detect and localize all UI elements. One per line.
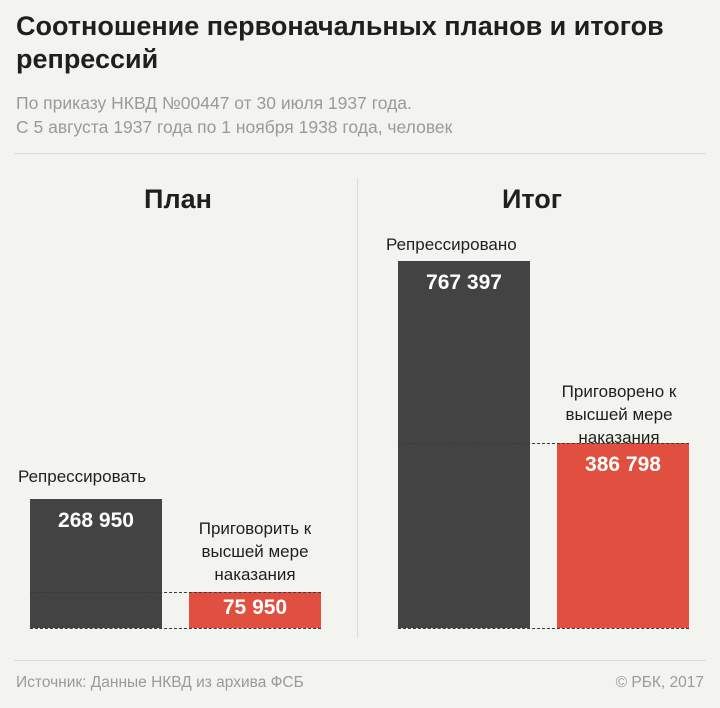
plan-execution-level-line <box>30 591 321 593</box>
plan-repress-label: Репрессировать <box>18 467 147 486</box>
result-execution-value: 386 798 <box>585 453 661 477</box>
plan-panel-title: План <box>144 184 212 214</box>
result-execution-bar <box>557 443 689 628</box>
plan-repress-bar <box>30 499 162 628</box>
subtitle-line-2: С 5 августа 1937 года по 1 ноября 1938 г… <box>16 117 453 137</box>
plan-execution-label: Приговорить к высшей мере наказания <box>198 519 312 584</box>
result-repress-label: Репрессировано <box>386 235 517 254</box>
plan-execution-bar <box>189 591 321 628</box>
result-execution-label: Приговорено к высшей мере наказания <box>561 382 677 447</box>
panel-divider <box>357 178 358 638</box>
chart-subtitle: По приказу НКВД №00447 от 30 июля 1937 г… <box>16 91 706 139</box>
result-baseline <box>398 628 689 629</box>
source-note: Источник: Данные НКВД из архива ФСБ <box>16 674 304 691</box>
result-execution-level-line <box>398 443 689 445</box>
bottom-divider <box>14 660 706 661</box>
subtitle-line-1: По приказу НКВД №00447 от 30 июля 1937 г… <box>16 93 412 113</box>
result-repress-value: 767 397 <box>426 271 502 294</box>
result-panel-title: Итог <box>501 184 562 214</box>
copyright: © РБК, 2017 <box>615 674 704 691</box>
chart-title: Соотношение первоначальных планов и итог… <box>16 11 664 74</box>
top-divider <box>14 153 706 154</box>
result-repress-bar <box>398 261 530 628</box>
plan-execution-value: 75 950 <box>222 595 288 619</box>
plan-repress-value: 268 950 <box>58 509 134 533</box>
plan-baseline <box>30 628 321 629</box>
